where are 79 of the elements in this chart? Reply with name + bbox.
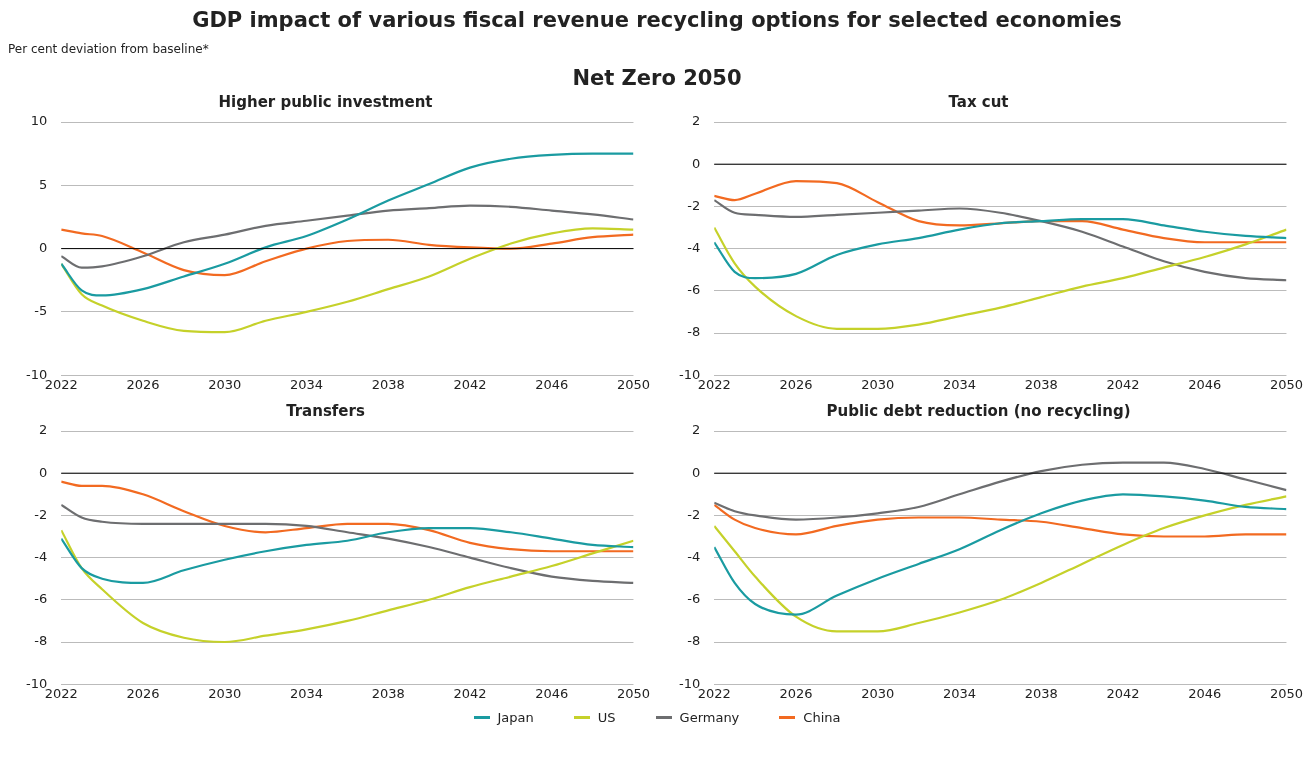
x-tick-label: 2046 [1188, 686, 1222, 702]
line-series [714, 503, 1287, 538]
y-tick-label: 2 [38, 422, 48, 438]
y-tick-label: 0 [38, 464, 48, 480]
line-series [61, 503, 634, 585]
y-tick-label: -6 [687, 282, 701, 298]
y-tick-label: -4 [687, 239, 701, 255]
x-tick-label: 2022 [697, 686, 731, 702]
y-tick-label: 10 [30, 113, 48, 129]
line-series [714, 198, 1287, 282]
y-tick-label: 0 [691, 155, 701, 171]
x-tick-label: 2050 [1269, 377, 1303, 393]
y-tick-label: 2 [691, 113, 701, 129]
y-tick-label: -8 [687, 633, 701, 649]
line-series [61, 526, 634, 585]
x-tick-label: 2038 [371, 686, 405, 702]
y-tick-label: 5 [38, 176, 48, 192]
line-series [714, 226, 1287, 330]
x-tick-label: 2022 [44, 377, 78, 393]
x-tick-label: 2042 [453, 686, 487, 702]
x-tick-label: 2026 [126, 377, 160, 393]
x-tick-label: 2034 [289, 377, 324, 393]
chart-title: Public debt reduction (no recycling) [826, 401, 1131, 420]
chart-title: Transfers [286, 401, 365, 420]
x-tick-label: 2050 [616, 686, 650, 702]
x-tick-label: 2050 [616, 377, 650, 393]
x-tick-label: 2022 [697, 377, 731, 393]
x-tick-label: 2030 [861, 377, 895, 393]
y-tick-label: -4 [34, 548, 48, 564]
x-tick-label: 2050 [1269, 686, 1303, 702]
x-tick-label: 2034 [942, 377, 977, 393]
x-tick-label: 2042 [1106, 686, 1140, 702]
text: Per cent deviation from baseline* [8, 42, 210, 56]
y-tick-label: 0 [38, 239, 48, 255]
y-tick-label: -2 [34, 506, 48, 522]
line-series [714, 179, 1287, 244]
x-tick-label: 2030 [208, 377, 242, 393]
x-tick-label: 2026 [779, 686, 813, 702]
line-series [61, 204, 634, 269]
x-tick-label: 2034 [942, 686, 977, 702]
line-series [61, 228, 634, 277]
x-tick-label: 2030 [208, 686, 242, 702]
y-tick-label: -8 [34, 633, 48, 649]
text: Net Zero 2050 [571, 66, 743, 90]
y-tick-label: -4 [687, 548, 701, 564]
x-tick-label: 2026 [779, 377, 813, 393]
line-series [61, 529, 634, 644]
line-series [714, 217, 1287, 280]
x-tick-label: 2038 [1024, 686, 1058, 702]
y-tick-label: -6 [34, 591, 48, 607]
x-tick-label: 2042 [1106, 377, 1140, 393]
line-series [61, 480, 634, 553]
x-tick-label: 2038 [1024, 377, 1058, 393]
x-tick-label: 2046 [1188, 377, 1222, 393]
chart-title: Higher public investment [218, 92, 433, 111]
line-series [61, 227, 634, 334]
x-tick-label: 2030 [861, 686, 895, 702]
x-tick-label: 2022 [44, 686, 78, 702]
x-tick-label: 2046 [535, 686, 569, 702]
legend-label: China [803, 710, 841, 725]
y-tick-label: 2 [691, 422, 701, 438]
y-tick-label: -5 [34, 303, 48, 319]
legend-label: Germany [679, 710, 740, 725]
x-tick-label: 2046 [535, 377, 569, 393]
chart-title: Tax cut [948, 92, 1009, 111]
legend-label: US [597, 710, 616, 725]
text: GDP impact of various fiscal revenue recycling options for selected economies [191, 8, 1123, 32]
x-tick-label: 2026 [126, 686, 160, 702]
y-tick-label: 0 [691, 464, 701, 480]
x-tick-label: 2038 [371, 377, 405, 393]
legend-label: Japan [497, 710, 534, 725]
y-tick-label: -2 [687, 197, 701, 213]
y-tick-label: -6 [687, 591, 701, 607]
y-tick-label: -2 [687, 506, 701, 522]
y-tick-label: -8 [687, 324, 701, 340]
line-series [714, 461, 1287, 521]
line-series [61, 152, 634, 297]
x-tick-label: 2034 [289, 686, 324, 702]
x-tick-label: 2042 [453, 377, 487, 393]
